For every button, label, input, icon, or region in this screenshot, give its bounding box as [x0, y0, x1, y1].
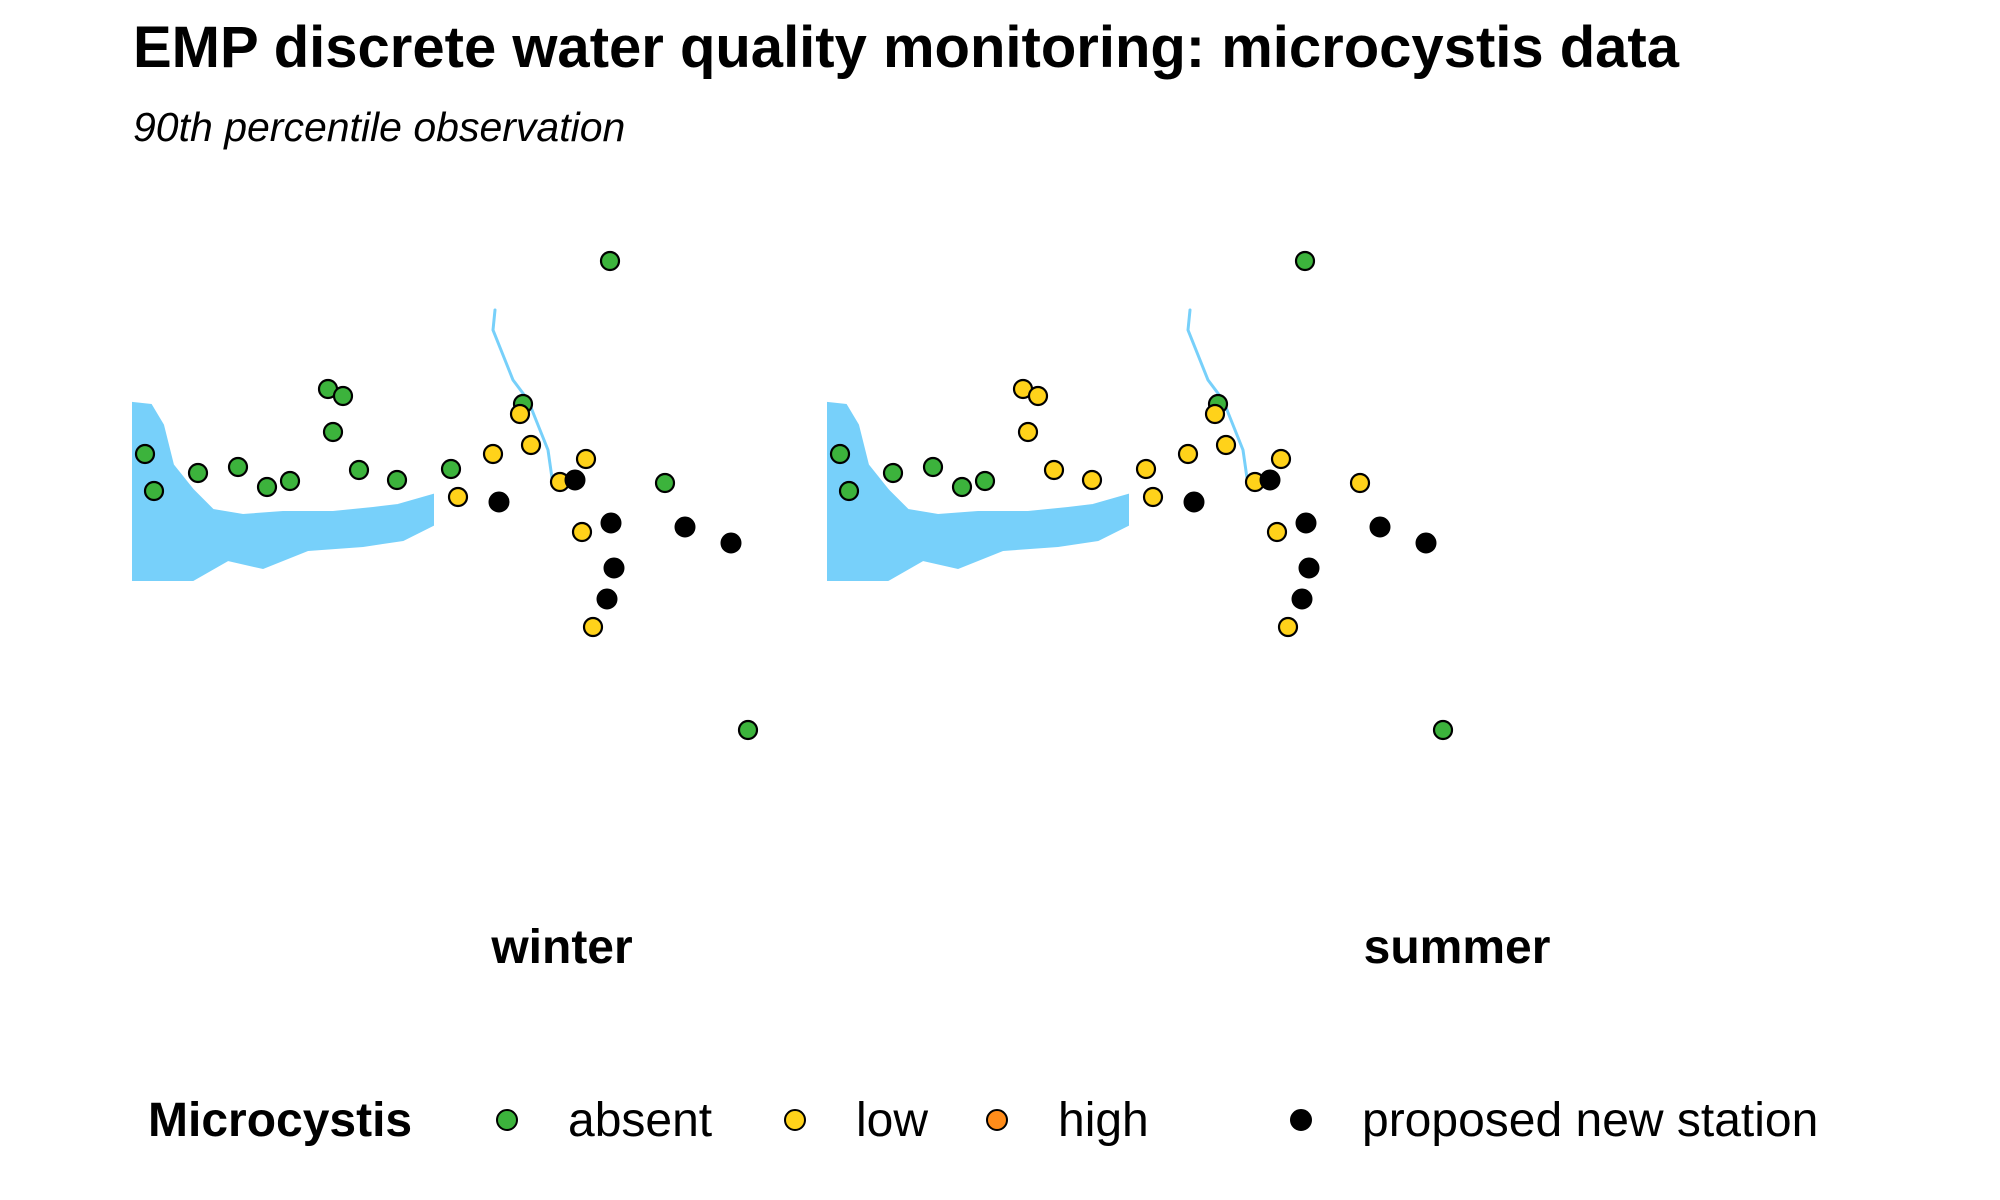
station-marker-absent — [924, 458, 942, 476]
station-marker-absent — [281, 472, 299, 490]
station-marker-absent — [229, 458, 247, 476]
station-marker-absent — [442, 460, 460, 478]
map-title: EMP discrete water quality monitoring: m… — [133, 14, 1679, 81]
station-marker-proposed — [601, 513, 621, 533]
station-marker-absent — [189, 464, 207, 482]
station-marker-low — [1272, 450, 1290, 468]
station-marker-low — [584, 618, 602, 636]
station-markers — [831, 252, 1452, 739]
station-marker-proposed — [1260, 470, 1280, 490]
legend-label-high: high — [1058, 1093, 1149, 1148]
station-marker-absent — [831, 445, 849, 463]
station-marker-low — [1083, 471, 1101, 489]
station-marker-absent — [334, 387, 352, 405]
station-marker-low — [484, 445, 502, 463]
station-marker-low — [1144, 488, 1162, 506]
station-marker-absent — [1296, 252, 1314, 270]
station-marker-low — [1206, 405, 1224, 423]
delta-basemap — [828, 403, 1128, 580]
station-marker-proposed — [489, 492, 509, 512]
station-marker-low — [1179, 445, 1197, 463]
station-marker-absent — [976, 472, 994, 490]
station-marker-low — [449, 488, 467, 506]
absent-swatch — [496, 1109, 518, 1131]
station-marker-absent — [258, 478, 276, 496]
legend-label-low: low — [856, 1093, 928, 1148]
winter-panel-label: winter — [491, 920, 632, 975]
station-marker-low — [1019, 423, 1037, 441]
legend-label-absent: absent — [568, 1093, 712, 1148]
station-marker-low — [1351, 474, 1369, 492]
station-markers — [136, 252, 757, 739]
station-marker-proposed — [721, 533, 741, 553]
station-marker-low — [1217, 436, 1235, 454]
high-swatch — [986, 1109, 1008, 1131]
station-marker-proposed — [1184, 492, 1204, 512]
san-pablo-bay — [133, 403, 433, 580]
summer-panel-label: summer — [1364, 920, 1551, 975]
summer-panel — [828, 250, 1688, 910]
station-marker-low — [1268, 523, 1286, 541]
station-marker-low — [1279, 618, 1297, 636]
station-marker-absent — [136, 445, 154, 463]
station-marker-absent — [145, 482, 163, 500]
station-marker-absent — [324, 423, 342, 441]
summer-map — [828, 250, 1688, 910]
station-marker-low — [522, 436, 540, 454]
station-marker-absent — [388, 471, 406, 489]
legend: Microcystis absent low high proposed new… — [148, 1085, 1908, 1155]
station-marker-absent — [656, 474, 674, 492]
proposed-swatch — [1290, 1109, 1312, 1131]
station-marker-low — [511, 405, 529, 423]
legend-title: Microcystis — [148, 1093, 412, 1148]
station-marker-low — [573, 523, 591, 541]
station-marker-proposed — [597, 589, 617, 609]
station-marker-proposed — [1299, 558, 1319, 578]
station-marker-absent — [884, 464, 902, 482]
station-marker-absent — [840, 482, 858, 500]
station-marker-low — [1029, 387, 1047, 405]
map-subtitle: 90th percentile observation — [133, 104, 625, 151]
low-swatch — [784, 1109, 806, 1131]
station-marker-low — [577, 450, 595, 468]
station-marker-absent — [953, 478, 971, 496]
station-marker-proposed — [1416, 533, 1436, 553]
station-marker-absent — [601, 252, 619, 270]
station-marker-low — [1137, 460, 1155, 478]
station-marker-proposed — [1292, 589, 1312, 609]
san-pablo-bay — [828, 403, 1128, 580]
station-marker-proposed — [1370, 517, 1390, 537]
station-marker-absent — [1434, 721, 1452, 739]
station-marker-proposed — [604, 558, 624, 578]
station-marker-absent — [350, 461, 368, 479]
station-marker-proposed — [1296, 513, 1316, 533]
station-marker-low — [1045, 461, 1063, 479]
station-marker-absent — [739, 721, 757, 739]
station-marker-proposed — [565, 470, 585, 490]
delta-basemap — [133, 403, 433, 580]
station-marker-proposed — [675, 517, 695, 537]
legend-label-proposed: proposed new station — [1362, 1093, 1818, 1148]
